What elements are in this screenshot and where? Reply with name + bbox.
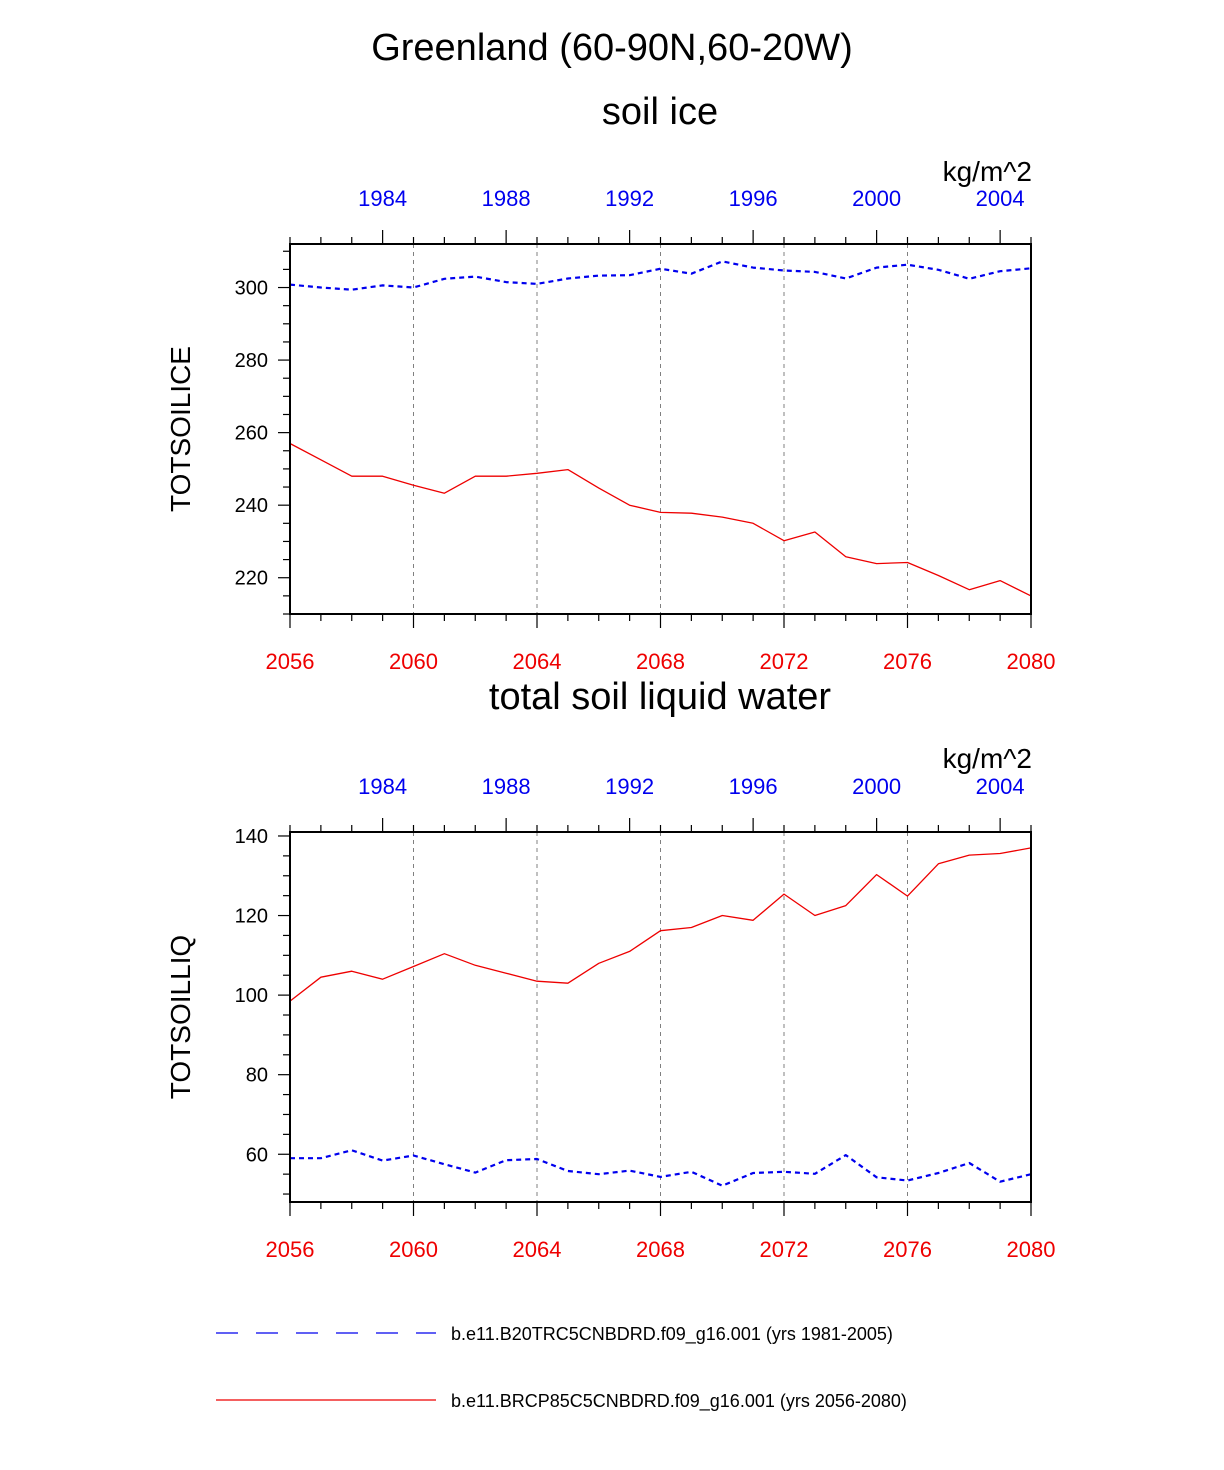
y-axis-label: TOTSOILICE (165, 346, 196, 512)
x-top-tick-label: 2004 (976, 186, 1025, 211)
x-top-tick-label: 2000 (852, 774, 901, 799)
x-bottom-tick-label: 2072 (760, 1237, 809, 1262)
x-top-tick-label: 1984 (358, 186, 407, 211)
legend-label-future: b.e11.BRCP85C5CNBDRD.f09_g16.001 (yrs 20… (451, 1391, 907, 1412)
x-top-tick-label: 1992 (605, 774, 654, 799)
x-bottom-tick-label: 2064 (513, 1237, 562, 1262)
panel-title: total soil liquid water (489, 676, 832, 718)
series-line-future (289, 442, 1032, 597)
units-label: kg/m^2 (943, 156, 1032, 187)
x-bottom-tick-label: 2068 (636, 1237, 685, 1262)
x-top-tick-label: 2000 (852, 186, 901, 211)
x-top-tick-label: 1996 (729, 774, 778, 799)
legend: b.e11.B20TRC5CNBDRD.f09_g16.001 (yrs 198… (216, 1324, 907, 1412)
x-bottom-tick-label: 2056 (266, 1237, 315, 1262)
x-bottom-tick-label: 2056 (266, 649, 315, 674)
panel-title: soil ice (602, 91, 718, 133)
y-tick-label: 80 (246, 1065, 268, 1087)
x-bottom-tick-label: 2080 (1007, 649, 1056, 674)
y-tick-label: 60 (246, 1144, 268, 1166)
legend-label-control: b.e11.B20TRC5CNBDRD.f09_g16.001 (yrs 198… (451, 1324, 893, 1345)
x-bottom-tick-label: 2060 (389, 1237, 438, 1262)
y-tick-label: 240 (235, 495, 268, 517)
y-tick-label: 300 (235, 278, 268, 300)
figure-title: Greenland (60-90N,60-20W) (371, 27, 853, 69)
x-bottom-tick-label: 2072 (760, 649, 809, 674)
units-label: kg/m^2 (943, 743, 1032, 774)
x-bottom-tick-label: 2080 (1007, 1237, 1056, 1262)
chart-panel-total-soil-liquid-water: total soil liquid water kg/m^2 TOTSOILLI… (165, 676, 1055, 1262)
chart-panel-soil-ice: soil ice kg/m^2 TOTSOILICE 220 240 260 280 3… (165, 91, 1055, 674)
x-bottom-tick-label: 2068 (636, 649, 685, 674)
y-tick-label: 120 (235, 906, 268, 928)
x-bottom-tick-label: 2064 (513, 649, 562, 674)
x-top-tick-label: 1988 (482, 186, 531, 211)
y-axis-label: TOTSOILLIQ (165, 935, 196, 1099)
x-top-tick-label: 1992 (605, 186, 654, 211)
series-line-control (290, 1149, 1032, 1187)
x-bottom-tick-label: 2060 (389, 649, 438, 674)
series-line-future (289, 847, 1032, 1002)
plot-frame (289, 243, 1032, 615)
y-tick-label: 140 (235, 826, 268, 848)
x-top-tick-label: 1988 (482, 774, 531, 799)
x-bottom-tick-label: 2076 (883, 649, 932, 674)
plot-frame (289, 831, 1032, 1203)
x-bottom-tick-label: 2076 (883, 1237, 932, 1262)
y-tick-label: 280 (235, 350, 268, 372)
x-top-tick-label: 2004 (976, 774, 1025, 799)
y-tick-label: 220 (235, 568, 268, 590)
x-top-tick-label: 1984 (358, 774, 407, 799)
y-tick-label: 260 (235, 423, 268, 445)
x-top-tick-label: 1996 (729, 186, 778, 211)
y-tick-label: 100 (235, 985, 268, 1007)
